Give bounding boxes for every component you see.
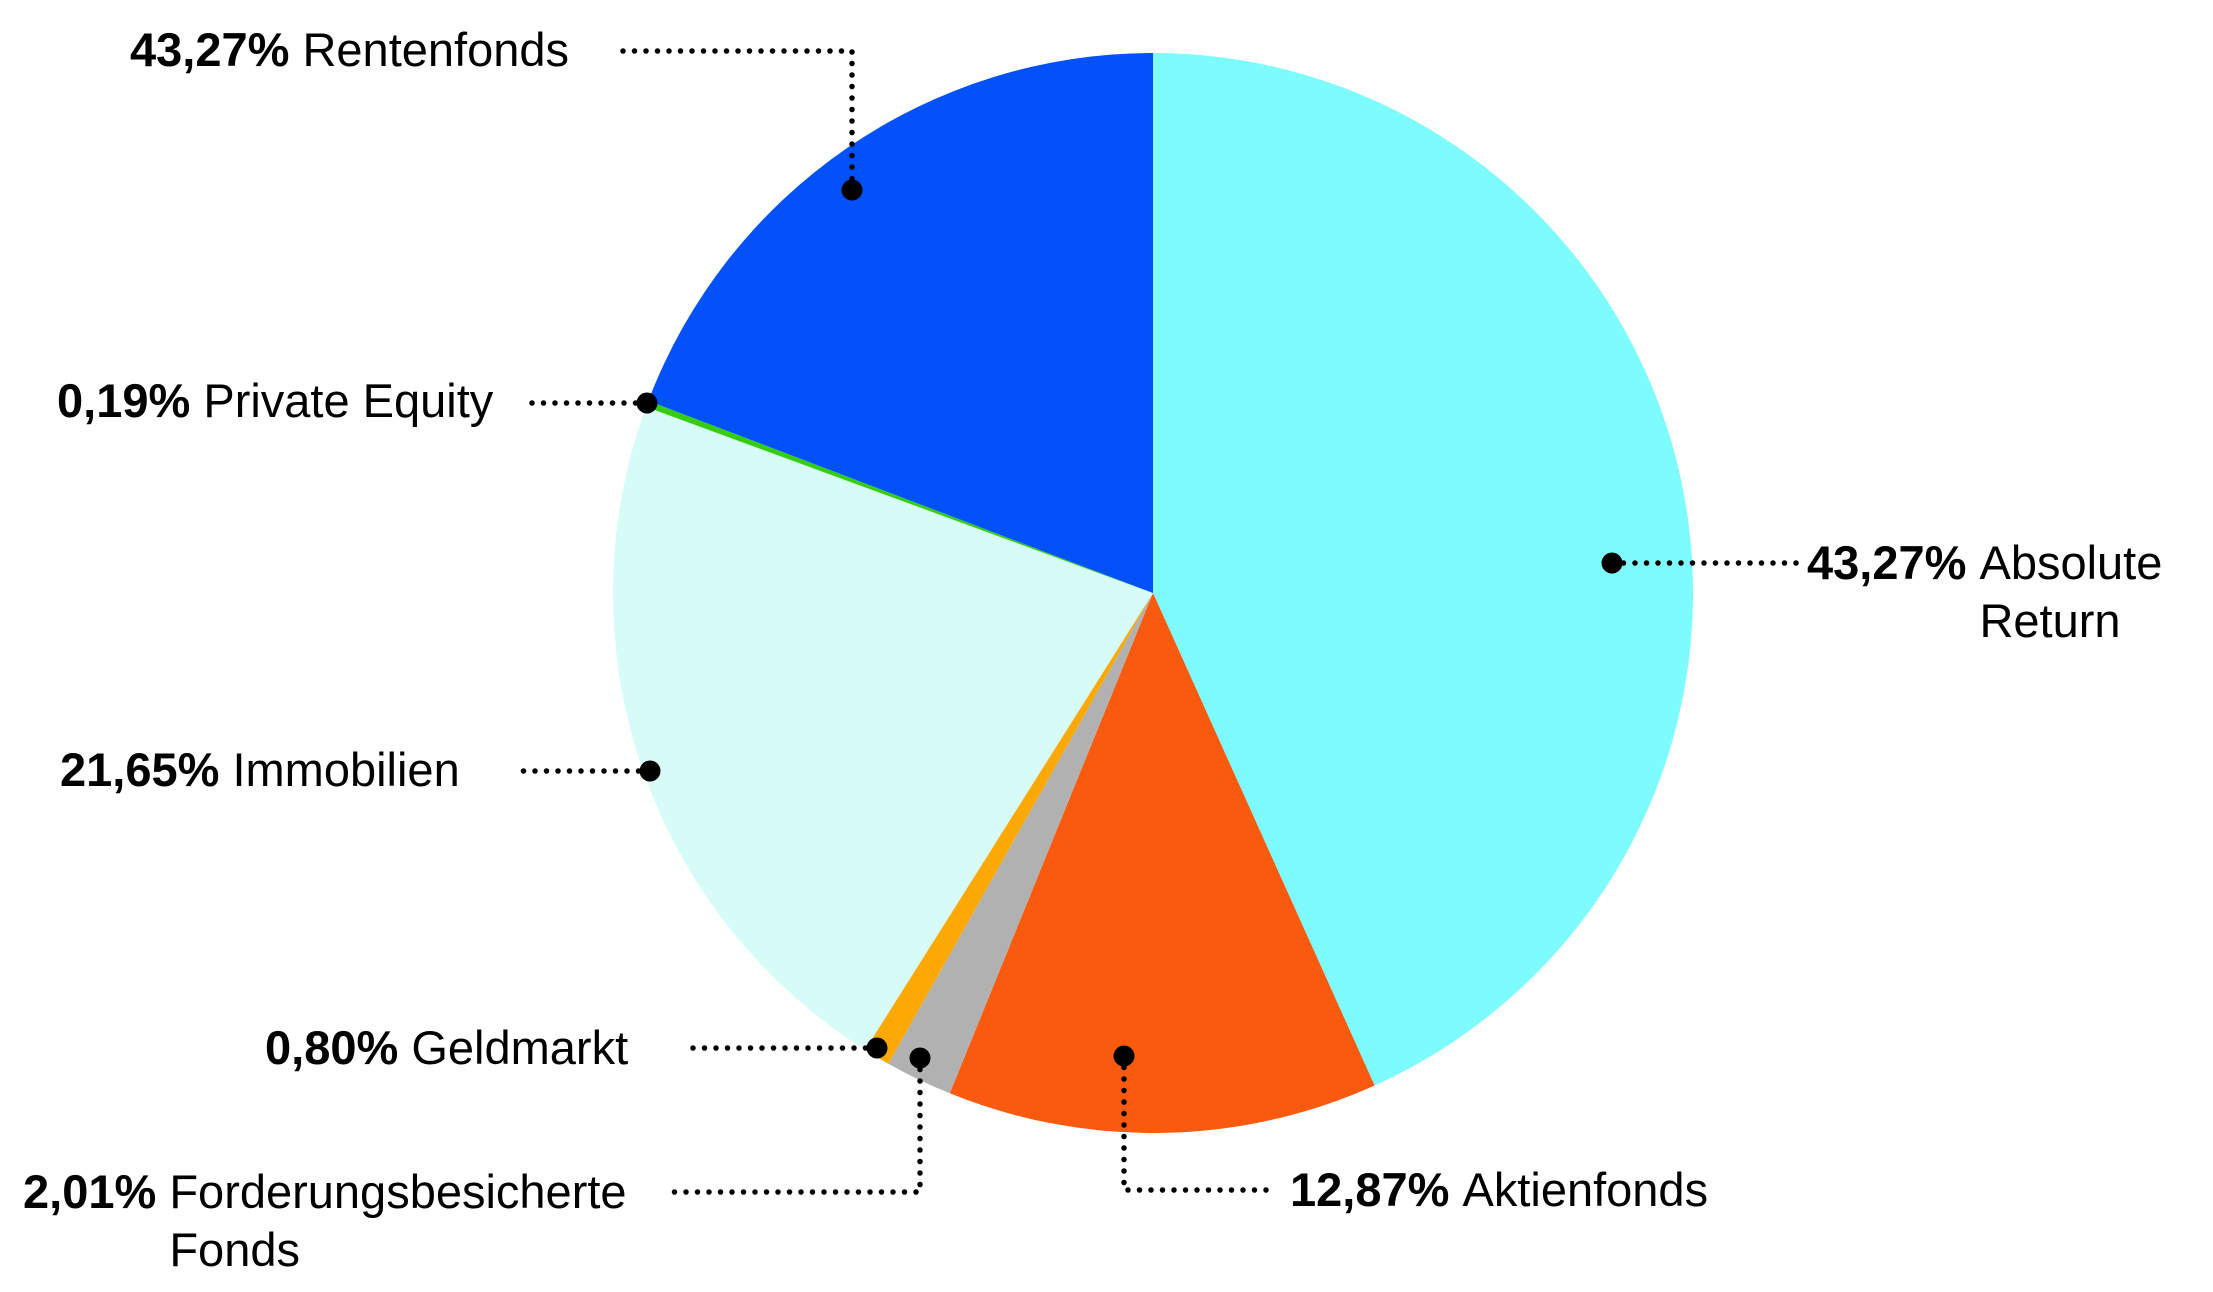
label-forderungsbesicherte-fonds: 2,01% Forderungsbesicherte Fonds [23, 1163, 647, 1279]
label-private-equity: 0,19% Private Equity [57, 372, 493, 430]
leader-dot-immobilien [639, 760, 661, 782]
slice-name-forderungsbesicherte-fonds: Forderungsbesicherte Fonds [169, 1165, 627, 1276]
pie-slice-absolute-return [1153, 53, 1694, 1086]
slice-name-aktienfonds: Aktienfonds [1462, 1163, 1709, 1216]
leader-dot-forderungsbesicherte-fonds [909, 1047, 931, 1069]
leader-dot-rentenfonds [841, 179, 863, 201]
leader-dot-aktienfonds [1113, 1045, 1135, 1067]
label-immobilien: 21,65% Immobilien [60, 741, 460, 799]
pie-slice-immobilien [612, 406, 1153, 1050]
label-geldmarkt: 0,80% Geldmarkt [265, 1019, 628, 1077]
slice-name-absolute-return: Absolute Return [1979, 536, 2163, 647]
label-rentenfonds: 43,27% Rentenfonds [130, 21, 569, 79]
slice-name-geldmarkt: Geldmarkt [411, 1021, 629, 1074]
leader-dot-absolute-return [1601, 552, 1623, 574]
slice-percent-geldmarkt: 0,80% [265, 1021, 399, 1074]
leader-forderungsbesicherte-fonds [662, 1047, 931, 1195]
slice-percent-private-equity: 0,19% [57, 374, 191, 427]
pie-slice-rentenfonds [648, 53, 1153, 593]
pie-slice-aktienfonds [949, 593, 1375, 1134]
leader-aktienfonds [1113, 1045, 1278, 1193]
slice-percent-rentenfonds: 43,27% [130, 23, 290, 76]
leader-geldmarkt [682, 1037, 888, 1059]
leader-line-rentenfonds [619, 48, 855, 193]
leader-absolute-return [1601, 552, 1800, 574]
leader-dot-private-equity [636, 392, 658, 414]
leader-private-equity [525, 392, 658, 414]
slice-percent-aktienfonds: 12,87% [1290, 1163, 1450, 1216]
slice-name-immobilien: Immobilien [232, 743, 460, 796]
label-aktienfonds: 12,87% Aktienfonds [1290, 1161, 1708, 1219]
pie-slice-geldmarkt [865, 593, 1153, 1064]
pie-slice-forderungsbesicherte-fonds [888, 593, 1153, 1094]
pie-slice-private-equity [646, 400, 1153, 593]
leader-rentenfonds [619, 48, 863, 201]
slice-percent-immobilien: 21,65% [60, 743, 220, 796]
slice-name-rentenfonds: Rentenfonds [302, 23, 570, 76]
leader-dot-geldmarkt [866, 1037, 888, 1059]
leader-line-aktienfonds [1121, 1053, 1278, 1193]
slice-name-private-equity: Private Equity [203, 374, 494, 427]
slice-percent-forderungsbesicherte-fonds: 2,01% [23, 1165, 157, 1218]
leader-line-forderungsbesicherte-fonds [662, 1055, 923, 1195]
label-absolute-return: 43,27% Absolute Return [1807, 534, 2194, 650]
slice-percent-absolute-return: 43,27% [1807, 536, 1967, 589]
leader-immobilien [509, 760, 661, 782]
